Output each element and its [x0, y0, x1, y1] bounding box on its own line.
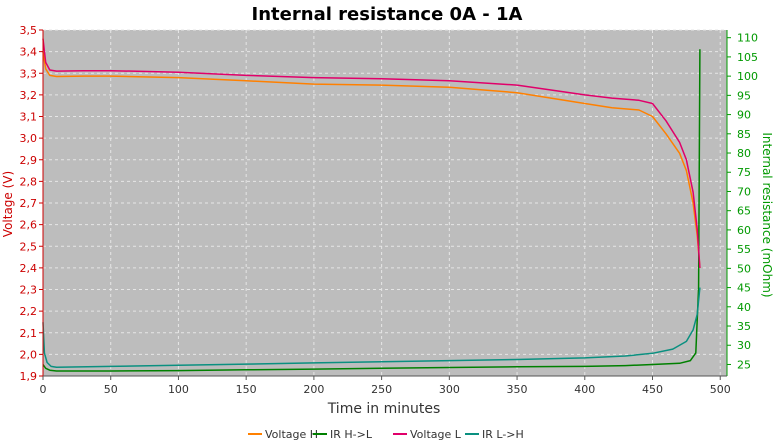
left-tick-label: 2,5	[20, 240, 38, 253]
x-axis-ticks: 0 50 100 150 200 250 300 350 400 450 500	[40, 376, 731, 396]
right-tick-label: 50	[737, 262, 751, 275]
series-line-ir-h-l	[42, 49, 701, 372]
x-tick-label: 200	[303, 383, 324, 396]
left-tick-label: 2,8	[20, 175, 38, 188]
x-tick-label: 100	[168, 383, 189, 396]
right-tick-label: 70	[737, 185, 751, 198]
x-tick-label: 250	[371, 383, 392, 396]
right-tick-label: 60	[737, 224, 751, 237]
left-tick-label: 1,9	[20, 370, 38, 383]
right-tick-label: 105	[737, 51, 758, 64]
left-tick-label: 3,4	[20, 46, 38, 59]
left-tick-label: 3,3	[20, 67, 38, 80]
right-tick-label: 80	[737, 147, 751, 160]
left-tick-label: 2,2	[20, 305, 38, 318]
legend-item-label: IR H->L	[330, 428, 373, 441]
legend-item-label: IR L->H	[482, 428, 524, 441]
right-tick-label: 75	[737, 166, 751, 179]
legend-item-label: Voltage L	[410, 428, 462, 441]
left-tick-label: 2,3	[20, 284, 38, 297]
right-axis-ticks: 25 30 35 40 45 50 55 60 65 70 75 80 85 90 95 100 105 110	[727, 32, 758, 371]
right-tick-label: 65	[737, 205, 751, 218]
left-tick-label: 2,6	[20, 219, 38, 232]
right-tick-label: 35	[737, 320, 751, 333]
left-axis-label: Voltage (V)	[1, 171, 15, 237]
left-axis-ticks: 1,9 2,0 2,1 2,2 2,3 2,4 2,5 2,6 2,7 2,8 2,9 3,0 3,1 3…	[20, 24, 43, 383]
legend-item-label: Voltage H	[265, 428, 318, 441]
right-tick-label: 90	[737, 109, 751, 122]
left-tick-label: 2,1	[20, 327, 38, 340]
x-tick-label: 500	[710, 383, 731, 396]
right-tick-label: 95	[737, 89, 751, 102]
left-tick-label: 2,4	[20, 262, 38, 275]
x-tick-label: 450	[642, 383, 663, 396]
series-line-voltage-h	[42, 51, 701, 268]
x-tick-label: 0	[40, 383, 47, 396]
right-tick-label: 25	[737, 358, 751, 371]
series-line-voltage-l	[42, 38, 701, 268]
right-tick-label: 110	[737, 32, 758, 45]
left-tick-label: 3,5	[20, 24, 38, 37]
right-tick-label: 45	[737, 282, 751, 295]
x-tick-label: 350	[507, 383, 528, 396]
left-tick-label: 3,2	[20, 89, 38, 102]
legend: Voltage H IR H->L Voltage L IR L->H	[248, 428, 524, 441]
left-tick-label: 3,0	[20, 132, 38, 145]
series-line-ir-l-h	[42, 287, 701, 368]
grid	[42, 29, 727, 377]
x-tick-label: 50	[104, 383, 118, 396]
right-tick-label: 100	[737, 70, 758, 83]
x-tick-label: 150	[236, 383, 257, 396]
x-axis-label: Time in minutes	[327, 401, 441, 417]
chart-title: Internal resistance 0A - 1A	[252, 4, 523, 25]
x-tick-label: 300	[439, 383, 460, 396]
left-tick-label: 2,7	[20, 197, 38, 210]
x-tick-label: 400	[574, 383, 595, 396]
right-tick-label: 55	[737, 243, 751, 256]
right-axis-label: Internal resistance (mOhm)	[760, 132, 774, 297]
left-tick-label: 2,9	[20, 154, 38, 167]
series-group	[42, 38, 701, 372]
left-tick-label: 2,0	[20, 348, 38, 361]
left-tick-label: 3,1	[20, 111, 38, 124]
right-tick-label: 40	[737, 301, 751, 314]
right-tick-label: 30	[737, 339, 751, 352]
right-tick-label: 85	[737, 128, 751, 141]
